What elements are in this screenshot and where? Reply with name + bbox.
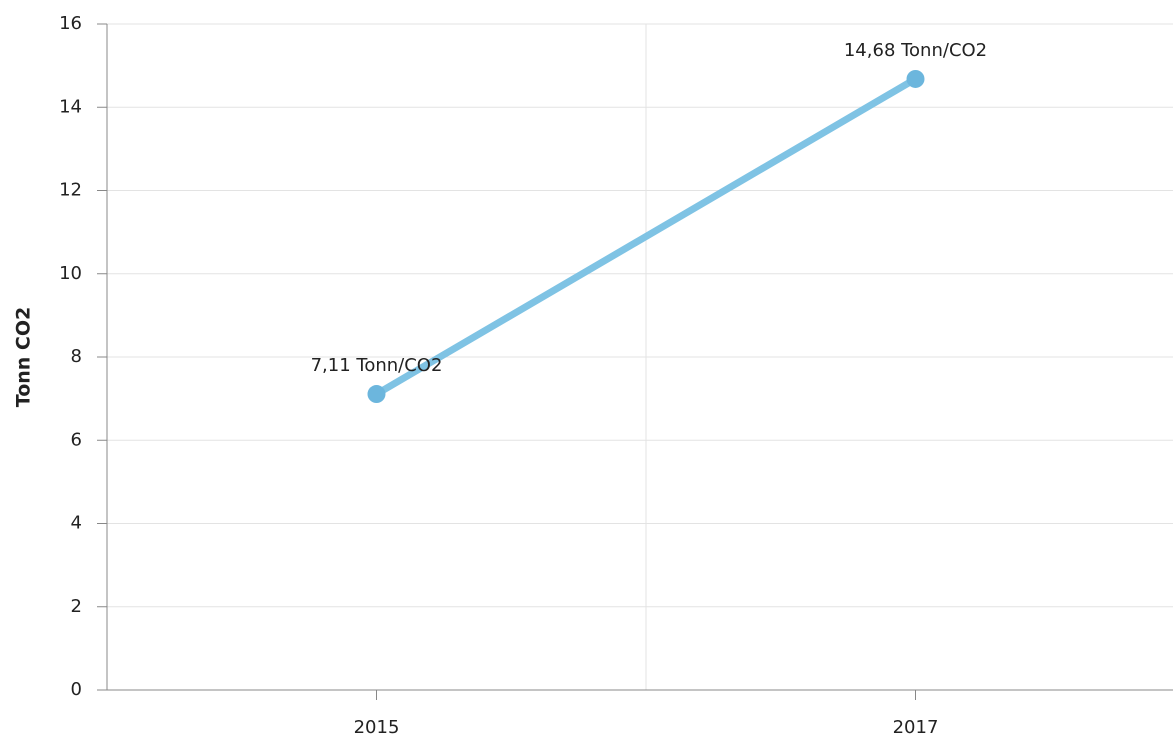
y-tick-label: 16 — [59, 13, 82, 34]
x-tick-label: 2015 — [354, 717, 400, 738]
y-tick-label: 0 — [71, 679, 82, 700]
line — [373, 75, 919, 398]
data-label: 7,11 Tonn/CO2 — [311, 355, 443, 376]
y-tick-label: 8 — [71, 346, 82, 367]
y-tick-label: 6 — [71, 429, 82, 450]
y-tick-label: 12 — [59, 180, 82, 201]
point — [906, 69, 925, 88]
y-tick-label: 4 — [71, 513, 82, 534]
y-tick-label: 10 — [59, 263, 82, 284]
y-axis-label: Tonn CO2 — [13, 307, 35, 407]
x-tick-label: 2017 — [893, 717, 939, 738]
data-label: 14,68 Tonn/CO2 — [844, 40, 987, 61]
point — [367, 385, 386, 404]
y-tick-label: 2 — [71, 596, 82, 617]
y-tick-label: 14 — [59, 96, 82, 117]
